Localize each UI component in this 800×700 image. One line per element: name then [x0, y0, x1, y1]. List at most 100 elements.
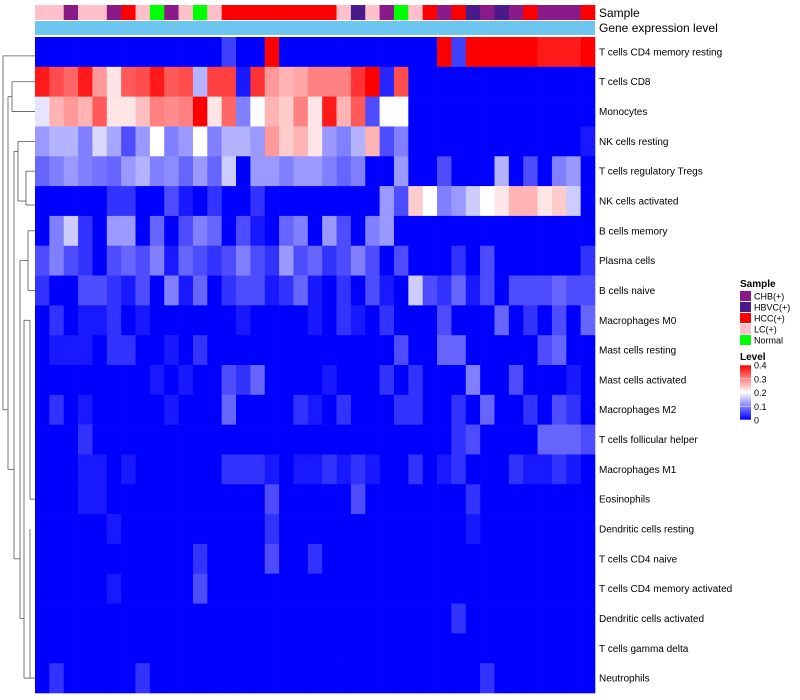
heatmap-cell [178, 454, 194, 485]
heatmap-cell [293, 484, 309, 515]
heatmap-cell [494, 305, 510, 336]
heatmap-cell [250, 126, 266, 157]
heatmap-cell [35, 186, 50, 217]
heatmap-cell [523, 66, 538, 97]
heatmap-cell [322, 275, 337, 306]
heatmap-cell [307, 424, 323, 455]
heatmap-cell [580, 424, 596, 455]
heatmap-cell [365, 543, 380, 575]
heatmap-cell [92, 573, 108, 604]
heatmap-cell [480, 573, 495, 604]
heatmap-cell [178, 186, 194, 217]
heatmap-cell [480, 394, 495, 425]
heatmap-cell [78, 275, 93, 306]
heatmap-cell [63, 156, 79, 187]
heatmap-cell [149, 275, 165, 306]
heatmap-cell [465, 335, 481, 366]
heatmap-cell [264, 305, 280, 336]
heatmap-cell [451, 543, 467, 575]
heatmap-cell [164, 126, 179, 157]
heatmap-cell [178, 335, 194, 366]
heatmap-cell [480, 424, 495, 455]
heatmap-cell [192, 663, 208, 694]
row-label: Macrophages M2 [599, 405, 677, 416]
heatmap-cell [465, 215, 481, 247]
heatmap-cell [106, 126, 122, 157]
heatmap-cell [437, 186, 452, 217]
heatmap-cell [221, 365, 237, 396]
heatmap-cell [336, 66, 352, 97]
heatmap-cell [551, 365, 567, 396]
heatmap-cell [393, 365, 409, 396]
heatmap-cell [465, 394, 481, 425]
heatmap-cell [149, 96, 165, 127]
heatmap-cell [106, 215, 122, 247]
heatmap-cell [422, 454, 438, 485]
heatmap-cell [63, 215, 79, 247]
row-label: T cells CD8 [599, 77, 651, 88]
heatmap-cell [379, 543, 395, 575]
sample-annotation-cell [350, 5, 366, 20]
heatmap-cell [192, 633, 208, 664]
heatmap-cell [350, 335, 366, 366]
heatmap-cell [379, 245, 395, 276]
heatmap-cell [322, 126, 337, 157]
heatmap-cell [135, 573, 151, 604]
heatmap-cell [480, 543, 495, 575]
heatmap-cell [322, 603, 337, 634]
heatmap-cell [437, 484, 452, 515]
heatmap-cell [566, 96, 581, 127]
heatmap-cell [508, 514, 524, 545]
sample-legend-label: CHB(+) [754, 292, 784, 302]
heatmap-cell [508, 484, 524, 515]
heatmap-cell [192, 66, 208, 97]
heatmap-cell [465, 365, 481, 396]
heatmap-cell [178, 514, 194, 545]
heatmap-cell [250, 96, 266, 127]
heatmap-cell [537, 633, 553, 664]
heatmap-cell [422, 484, 438, 515]
heatmap-cell [92, 126, 108, 157]
heatmap-cell [279, 66, 294, 97]
heatmap-cell [293, 663, 309, 694]
heatmap-cell [135, 543, 151, 575]
sample-legend-label: LC(+) [754, 325, 777, 335]
row-label: Neutrophils [599, 674, 650, 685]
heatmap-cell [192, 275, 208, 306]
heatmap-cell [336, 245, 352, 276]
heatmap-cell [307, 603, 323, 634]
heatmap-cell [494, 215, 510, 247]
heatmap-cell [480, 245, 495, 276]
heatmap-cell [537, 573, 553, 604]
heatmap-cell [178, 156, 194, 187]
heatmap-cell [379, 573, 395, 604]
heatmap-cell [508, 365, 524, 396]
heatmap-cell [537, 186, 553, 217]
heatmap-cell [135, 126, 151, 157]
heatmap-cell [293, 633, 309, 664]
heatmap-cell [437, 275, 452, 306]
heatmap-cell [121, 215, 136, 247]
heatmap-cell [336, 365, 352, 396]
heatmap-cell [49, 126, 65, 157]
heatmap-cell [566, 365, 581, 396]
heatmap-cell [135, 603, 151, 634]
heatmap-cell [250, 335, 266, 366]
heatmap-cell [49, 365, 65, 396]
heatmap-cell [92, 663, 108, 694]
heatmap-cell [408, 633, 423, 664]
heatmap-cell [408, 156, 423, 187]
heatmap-cell [537, 305, 553, 336]
heatmap-cell [494, 245, 510, 276]
heatmap-cell [236, 156, 251, 187]
heatmap-cell [35, 365, 50, 396]
heatmap-cell [279, 454, 294, 485]
heatmap-cell [408, 663, 423, 694]
heatmap-cell [307, 514, 323, 545]
heatmap-cell [350, 633, 366, 664]
heatmap-cell [63, 365, 79, 396]
heatmap-cell [580, 186, 596, 217]
heatmap-cell [63, 424, 79, 455]
heatmap-cell [250, 275, 266, 306]
